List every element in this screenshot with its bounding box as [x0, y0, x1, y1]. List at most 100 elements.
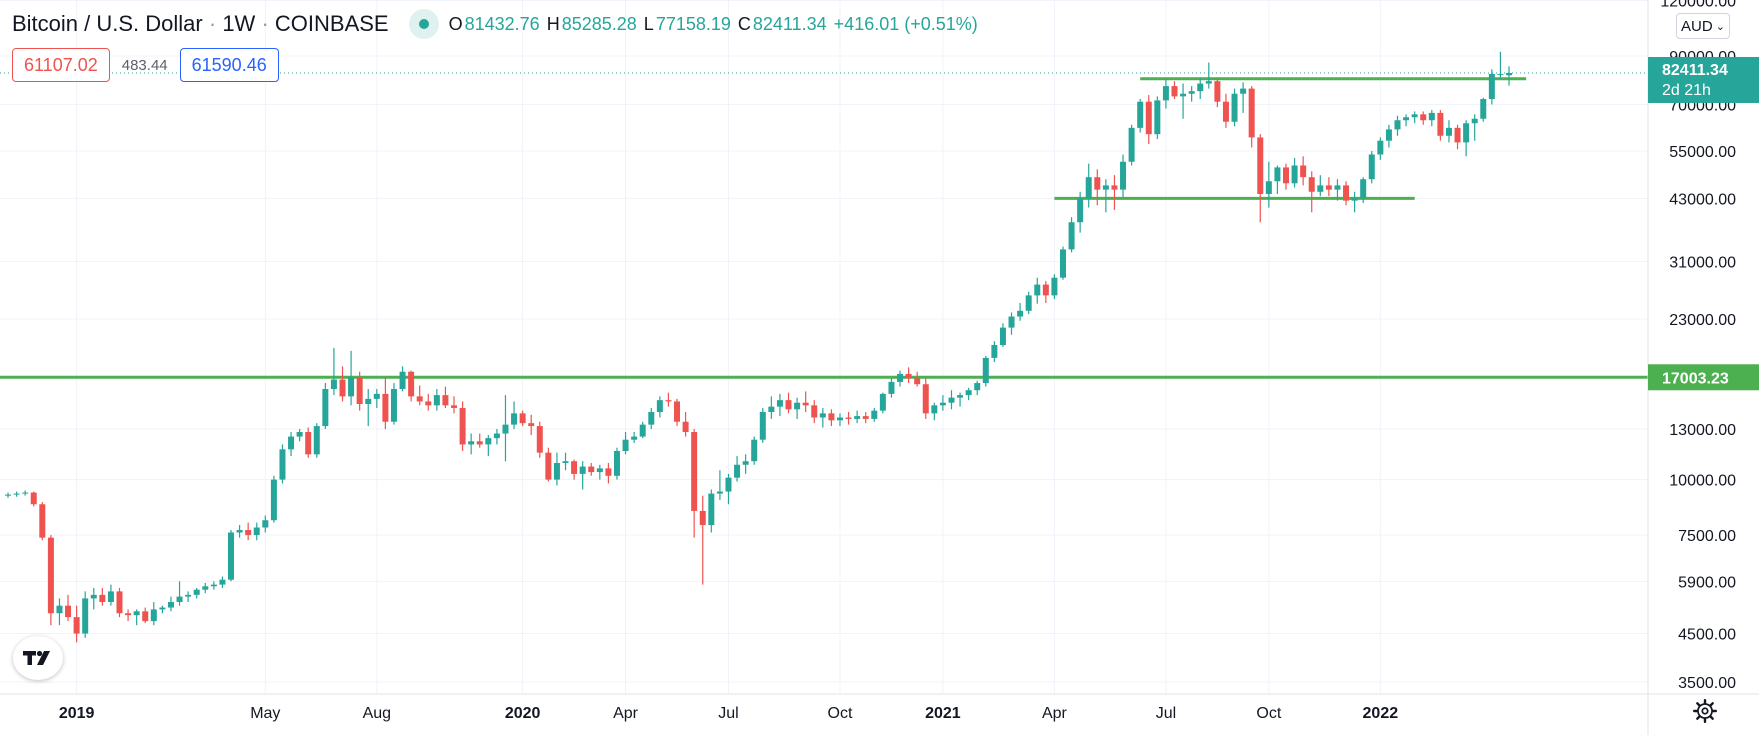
candle — [1197, 77, 1204, 100]
candle — [845, 412, 852, 425]
candle-body — [922, 384, 929, 414]
candle-body — [73, 617, 80, 634]
candle — [150, 602, 157, 626]
candle — [210, 581, 217, 590]
candle-body — [1188, 91, 1195, 94]
candle — [142, 607, 149, 624]
candle — [56, 598, 63, 626]
candle-body — [313, 426, 320, 455]
candle-body — [1102, 185, 1109, 190]
candle-body — [622, 439, 629, 451]
candle — [30, 491, 37, 507]
gear-icon[interactable] — [1692, 698, 1718, 724]
candle-body — [888, 381, 895, 394]
candle — [751, 436, 758, 465]
candle-body — [1497, 73, 1504, 75]
candle — [528, 414, 535, 436]
candle-body — [253, 527, 260, 536]
candle-body — [1128, 127, 1135, 162]
candle-body — [1445, 127, 1452, 136]
buy-button[interactable]: 61590.46 — [179, 48, 279, 82]
candle — [939, 395, 946, 411]
candle — [1025, 291, 1032, 315]
candle-body — [734, 464, 741, 478]
candle — [794, 397, 801, 419]
candle — [82, 591, 89, 638]
candle — [1231, 88, 1238, 127]
candle — [408, 370, 415, 402]
candle-body — [802, 402, 809, 406]
candle — [905, 367, 912, 384]
candle — [202, 582, 209, 594]
candle — [1162, 78, 1169, 109]
candle — [485, 435, 492, 457]
candle — [1471, 114, 1478, 141]
candle — [305, 427, 312, 458]
candle — [1094, 169, 1101, 206]
candle — [1334, 179, 1341, 201]
candle-body — [1008, 316, 1015, 328]
candle — [459, 401, 466, 451]
candle-body — [1343, 185, 1350, 201]
candle-body — [202, 586, 209, 590]
candle — [219, 576, 226, 588]
candle — [1085, 163, 1092, 208]
price-axis-label: 5900.00 — [1678, 574, 1736, 591]
candle-body — [502, 424, 509, 434]
candle-body — [22, 492, 29, 494]
sell-button[interactable]: 61107.02 — [12, 48, 110, 82]
candle-body — [476, 441, 483, 445]
candle — [1325, 177, 1332, 197]
candle-body — [545, 452, 552, 480]
candle-body — [982, 357, 989, 384]
candle — [1488, 69, 1495, 105]
candle — [365, 388, 372, 427]
time-axis-label: 2021 — [925, 705, 961, 722]
candle-body — [536, 426, 543, 453]
candle — [296, 429, 303, 442]
tradingview-logo-icon[interactable] — [13, 636, 63, 680]
candle-body — [1368, 154, 1375, 180]
candle-body — [1068, 222, 1075, 250]
candle-body — [1394, 120, 1401, 130]
candle — [1403, 114, 1410, 127]
candle-body — [82, 598, 89, 634]
candle-body — [56, 605, 63, 614]
candle — [768, 396, 775, 419]
candle — [571, 459, 578, 480]
candle — [1291, 158, 1298, 188]
candle — [99, 587, 106, 606]
candle — [425, 393, 432, 411]
candle — [974, 380, 981, 396]
candle-body — [1205, 81, 1212, 84]
candle-body — [553, 462, 560, 480]
candle — [553, 452, 560, 486]
candle-body — [776, 400, 783, 407]
candle — [545, 447, 552, 482]
candle — [185, 591, 192, 603]
candle — [1154, 96, 1161, 140]
candle-body — [579, 466, 586, 474]
candle-body — [1017, 310, 1024, 317]
candle — [39, 502, 46, 541]
chevron-down-icon: ⌄ — [1715, 20, 1725, 33]
candle-body — [1428, 112, 1435, 121]
candle-body — [339, 379, 346, 397]
symbol-title[interactable]: Bitcoin / U.S. Dollar · 1W · COINBASE — [12, 11, 389, 36]
candle — [1411, 111, 1418, 124]
candle-body — [1042, 284, 1049, 296]
candle-body — [1154, 100, 1161, 135]
candle-body — [716, 491, 723, 494]
candle-body — [425, 401, 432, 406]
candle-body — [1197, 83, 1204, 92]
candle — [871, 407, 878, 422]
candle — [1497, 51, 1504, 79]
candle — [73, 605, 80, 643]
candle-body — [296, 432, 303, 437]
currency-select[interactable]: AUD ⌄ — [1676, 13, 1730, 39]
candle — [451, 396, 458, 414]
candle — [631, 432, 638, 443]
candle — [1188, 86, 1195, 102]
candle — [1343, 181, 1350, 206]
